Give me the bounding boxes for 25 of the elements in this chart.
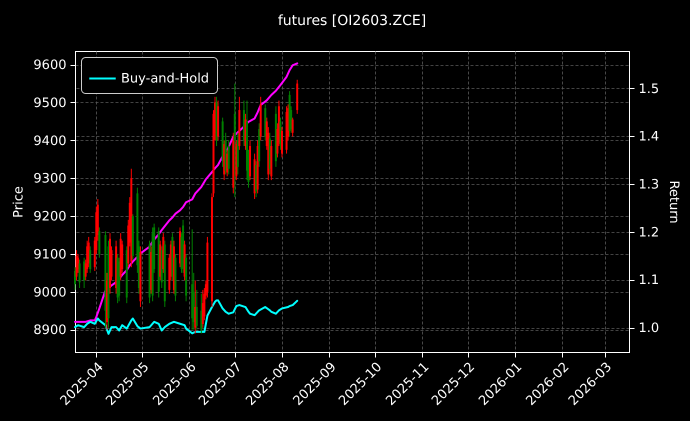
candlestick	[89, 246, 92, 274]
y2-tick-label: 1.2	[638, 225, 660, 240]
y2-tick-label: 1.1	[638, 273, 660, 288]
y-tick-label: 9200	[33, 210, 66, 225]
y-tick-label: 9600	[33, 58, 66, 74]
y-tick-label: 8900	[33, 323, 66, 338]
candlestick	[196, 289, 198, 330]
y2-tick-label: 1.5	[638, 82, 660, 97]
line-series	[74, 299, 298, 335]
y-tick-label: 9000	[33, 285, 66, 300]
y-axis-title: Price	[11, 186, 26, 218]
y2-tick-label: 1.0	[638, 321, 660, 336]
chart-title: futures [OI2603.ZCE]	[278, 13, 426, 29]
line-series	[74, 62, 298, 323]
y-tick-label: 9400	[33, 134, 66, 149]
candlestick	[292, 117, 294, 138]
y-tick-label: 9100	[33, 247, 66, 262]
y2-axis-title: Return	[666, 180, 682, 224]
y2-tick-label: 1.3	[638, 178, 660, 193]
y2-tick-label: 1.4	[638, 130, 660, 145]
candlestick	[228, 140, 230, 175]
y-tick-label: 9500	[33, 96, 66, 111]
candlestick	[78, 259, 81, 289]
legend-label: Buy-and-Hold	[121, 72, 210, 86]
y-tick-label: 9300	[33, 172, 66, 187]
